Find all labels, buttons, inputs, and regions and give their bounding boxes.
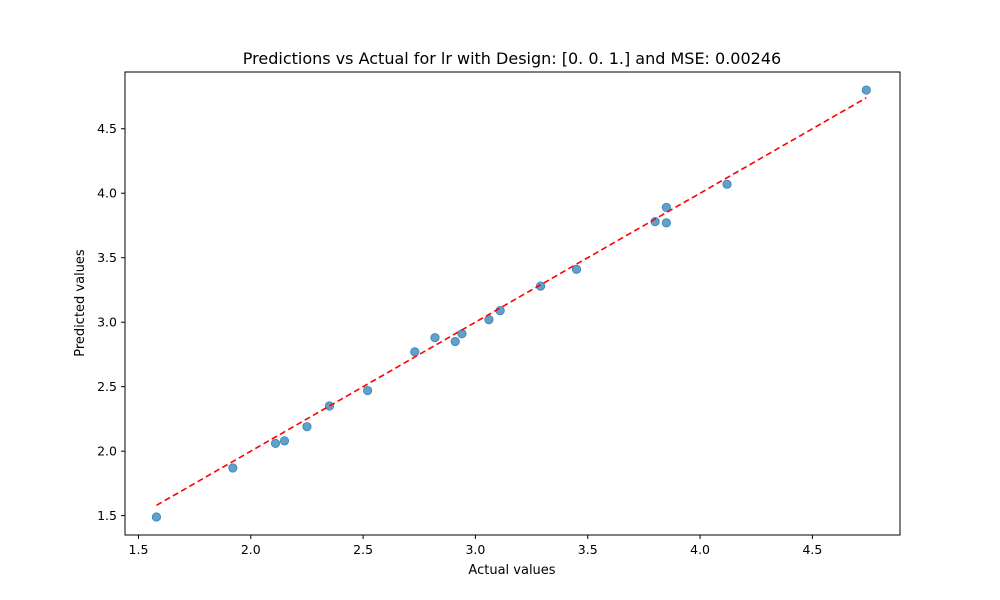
x-tick-label: 2.5 xyxy=(353,542,373,557)
y-axis-label: Predicted values xyxy=(73,249,88,357)
data-point-14 xyxy=(535,281,546,291)
data-point-12 xyxy=(484,315,494,325)
data-point-20 xyxy=(861,85,871,95)
data-point-18 xyxy=(661,202,671,213)
data-point-4 xyxy=(279,436,290,446)
data-point-10 xyxy=(450,336,460,347)
y-tick-label: 4.0 xyxy=(97,186,117,201)
data-point-11 xyxy=(457,329,467,339)
x-axis-label: Actual values xyxy=(468,563,555,578)
data-point-1 xyxy=(151,512,162,522)
data-point-7 xyxy=(363,385,373,396)
y-tick-label: 2.0 xyxy=(97,444,117,459)
data-point-2 xyxy=(228,463,238,473)
data-point-3 xyxy=(270,438,281,449)
data-point-9 xyxy=(430,333,440,343)
data-point-5 xyxy=(302,422,312,432)
data-point-15 xyxy=(571,264,582,274)
x-tick-label: 1.5 xyxy=(129,542,149,557)
x-tick-label: 3.5 xyxy=(578,542,598,557)
x-tick-label: 3.0 xyxy=(465,542,485,557)
data-point-17 xyxy=(661,218,671,228)
y-tick-label: 3.0 xyxy=(97,315,117,330)
data-point-8 xyxy=(410,347,420,357)
data-point-19 xyxy=(722,179,732,189)
y-tick-label: 3.5 xyxy=(97,250,117,265)
y-tick-label: 2.5 xyxy=(97,379,117,394)
y-tick-label: 4.5 xyxy=(97,121,117,136)
plot-frame xyxy=(124,71,901,536)
chart-title: Predictions vs Actual for lr with Design… xyxy=(243,49,781,68)
x-tick-label: 2.0 xyxy=(241,542,261,557)
y-tick-label: 1.5 xyxy=(97,508,117,523)
reference-line xyxy=(156,97,867,507)
x-tick-label: 4.0 xyxy=(690,542,710,557)
x-tick-label: 4.5 xyxy=(802,542,822,557)
